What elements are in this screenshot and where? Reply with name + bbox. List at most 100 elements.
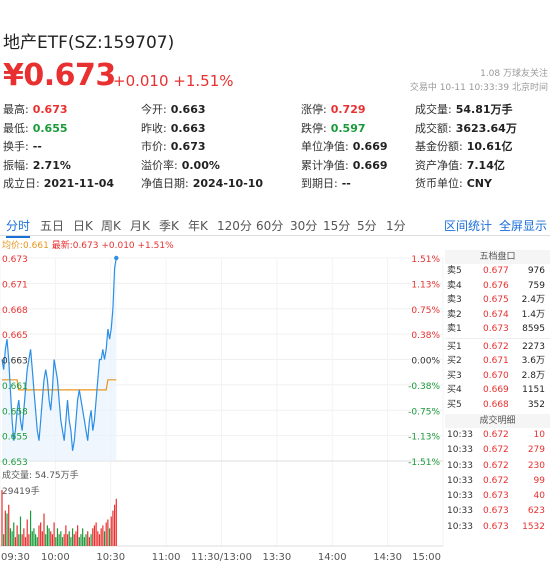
- stat-value: 10.61亿: [466, 140, 513, 153]
- volume-bar: [43, 513, 45, 546]
- volume-bar: [88, 537, 90, 546]
- trade-vol: 230: [527, 460, 545, 471]
- volume-bar: [23, 528, 25, 546]
- orderbook-label: 买2: [447, 356, 462, 366]
- tab-period[interactable]: 5分: [357, 219, 377, 233]
- tab-period[interactable]: 日K: [73, 219, 93, 233]
- trade-price: 0.672: [483, 475, 509, 486]
- volume-bar: [45, 534, 47, 546]
- volume-bar: [77, 525, 79, 546]
- stat-item: 累计净值: 0.669: [301, 157, 388, 173]
- tab-period[interactable]: 30分: [290, 219, 318, 233]
- change-percent: +1.51%: [173, 72, 234, 90]
- time-tick-label: 13:30: [262, 552, 291, 563]
- volume-bar: [100, 528, 102, 546]
- tab-period[interactable]: 月K: [130, 219, 150, 233]
- volume-bar: [112, 510, 114, 546]
- volume-bar: [93, 525, 96, 546]
- volume-bar: [97, 531, 99, 546]
- current-price: ¥0.673: [3, 58, 116, 93]
- stat-label: 净值日期:: [141, 177, 189, 190]
- stat-label: 换手:: [3, 140, 29, 153]
- stat-value: 0.655: [32, 121, 68, 135]
- stat-value: 0.669: [352, 140, 388, 153]
- volume-bar: [13, 522, 15, 546]
- tab-period[interactable]: 季K: [159, 219, 179, 233]
- volume-bar: [83, 537, 85, 546]
- orderbook-price: 0.669: [483, 385, 509, 395]
- tab-period[interactable]: 60分: [256, 219, 284, 233]
- stat-value: CNY: [466, 177, 492, 190]
- stat-value: --: [341, 177, 351, 190]
- tab-period[interactable]: 周K: [101, 219, 121, 233]
- trade-list: 10:33 0.672 10 10:33 0.672 279 10:33 0.672 230 10…: [445, 428, 550, 535]
- stat-value: 2021-11-04: [43, 177, 115, 190]
- trade-vol: 99: [533, 475, 545, 486]
- price-tick-label: 0.668: [2, 306, 28, 316]
- tab-period[interactable]: 五日: [40, 219, 65, 233]
- pct-tick-label: 0.75%: [411, 306, 440, 316]
- stat-item: 溢价率: 0.00%: [141, 157, 220, 173]
- orderbook-vol: 8595: [522, 324, 545, 334]
- tab-period[interactable]: 年K: [188, 219, 208, 233]
- interval-stats-button[interactable]: 区间统计: [444, 219, 493, 233]
- stats-row: 最低: 0.655 昨收: 0.663 跌停: 0.597 成交额: 3623.64万: [3, 120, 548, 139]
- price-tick-label: 0.653: [2, 458, 28, 468]
- trade-row: 10:33 0.672 230: [445, 459, 550, 474]
- orderbook-vol: 2.8万: [521, 370, 545, 381]
- stat-item: 昨收: 0.663: [141, 120, 206, 136]
- price-tick-label: 0.665: [2, 331, 28, 341]
- orderbook-label: 买3: [447, 370, 462, 381]
- volume-bar: [98, 534, 101, 546]
- volume-bar: [36, 537, 38, 546]
- page-title: 地产ETF(SZ:159707): [3, 33, 175, 53]
- volume-bar: [92, 528, 94, 546]
- volume-bar: [103, 531, 106, 546]
- stats-row: 振幅: 2.71% 溢价率: 0.00% 累计净值: 0.669 资产净值: 7.14亿: [3, 157, 548, 176]
- orderbook-vol: 352: [527, 399, 545, 410]
- stat-value: 0.669: [352, 158, 388, 172]
- price-area: [2, 258, 117, 461]
- volume-bar: [56, 528, 59, 546]
- volume-bar: [24, 537, 27, 546]
- trade-price: 0.672: [483, 460, 509, 471]
- orderbook-price: 0.670: [483, 370, 509, 381]
- tab-period[interactable]: 分时: [6, 217, 31, 238]
- volume-bar: [114, 504, 116, 546]
- volume-bar: [75, 531, 77, 546]
- trade-vol: 623: [527, 506, 545, 517]
- orderbook-vol: 3.6万: [521, 356, 545, 366]
- orderbook-price: 0.676: [483, 280, 509, 291]
- stat-label: 基金份额:: [415, 140, 463, 153]
- stat-value: 3623.64万: [455, 121, 517, 135]
- orderbook-vol: 1.4万: [521, 309, 545, 320]
- stat-label: 市价:: [141, 140, 167, 153]
- stat-label: 最高:: [3, 103, 29, 116]
- volume-bar: [6, 513, 8, 546]
- orderbook-price: 0.675: [483, 295, 509, 305]
- order-panel: 五档盘口 卖5 0.677 976 卖4 0.676 759 卖3 0.675 2.4万 卖2 0.…: [445, 250, 550, 535]
- volume-bar: [3, 534, 5, 546]
- fullscreen-button[interactable]: 全屏显示: [499, 219, 548, 233]
- stat-label: 涨停:: [301, 103, 327, 116]
- orderbook-row: 卖3 0.675 2.4万: [445, 293, 550, 308]
- volume-bar: [95, 522, 97, 546]
- volume-bar: [73, 534, 75, 546]
- volume-bar: [60, 531, 62, 546]
- trade-price: 0.673: [483, 491, 509, 502]
- follower-count[interactable]: 1.08 万球友关注: [480, 69, 548, 79]
- stat-value: 0.663: [170, 121, 206, 135]
- trade-row: 10:33 0.673 1532: [445, 520, 550, 535]
- orderbook-price: 0.671: [483, 356, 509, 366]
- trade-price: 0.672: [483, 430, 509, 440]
- tab-period[interactable]: 15分: [323, 219, 351, 233]
- tab-period[interactable]: 120分: [217, 219, 252, 233]
- volume-bar: [16, 525, 18, 546]
- orderbook-row: 买5 0.668 352: [445, 398, 550, 413]
- stat-label: 今开:: [141, 103, 167, 116]
- tab-period[interactable]: 1分: [386, 219, 406, 233]
- stat-item: 换手: --: [3, 138, 42, 154]
- orderbook-label: 买4: [447, 385, 462, 395]
- volume-bar: [33, 528, 35, 546]
- intraday-chart[interactable]: 0.673 0.671 0.668 0.665 0.663 0.661 0.658 0.655…: [0, 248, 445, 583]
